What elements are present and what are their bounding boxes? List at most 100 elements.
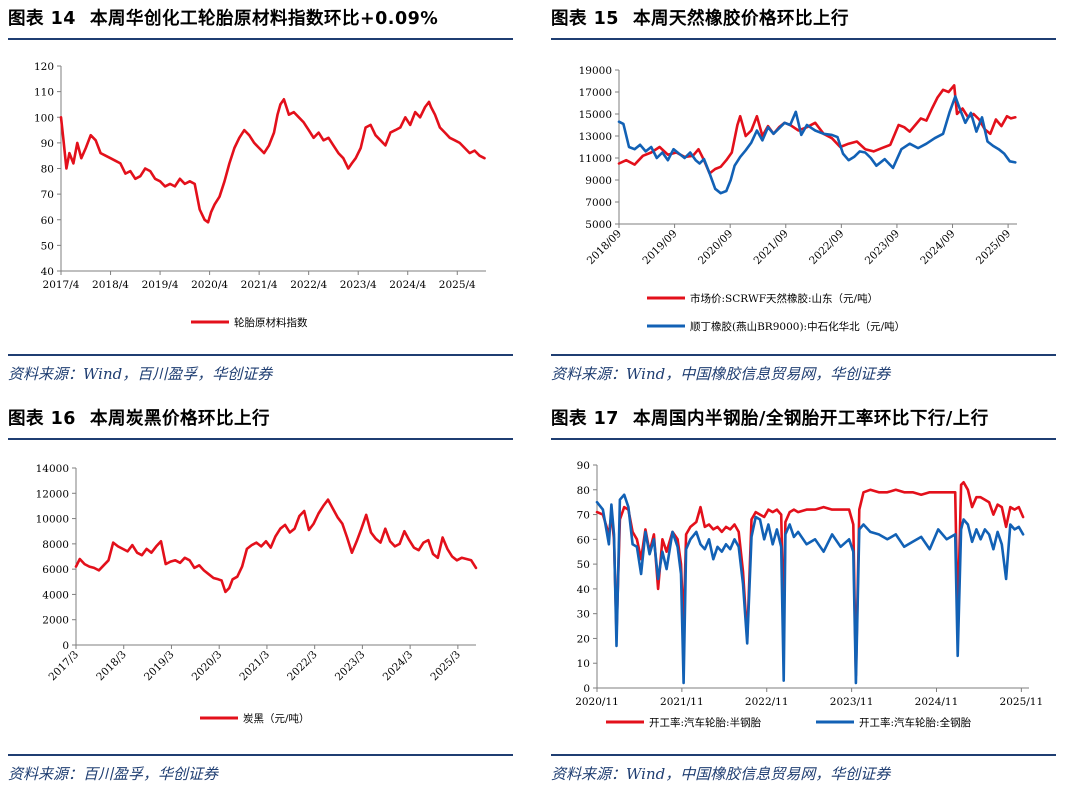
- figure-title: 图表 14 本周华创化工轮胎原材料指数环比+0.09%: [8, 2, 513, 36]
- series-line: [617, 95, 1017, 195]
- title-rule: [8, 438, 513, 440]
- x-tick-label: 2024/09: [918, 228, 957, 267]
- source-note: 资料来源：Wind，中国橡胶信息贸易网，华创证券: [551, 365, 891, 383]
- y-tick-label: 70: [41, 189, 54, 201]
- figure-number: 图表 17: [551, 409, 619, 429]
- source-rule: [551, 354, 1056, 356]
- y-tick-label: 100: [34, 112, 54, 124]
- x-tick-label: 2021/09: [752, 228, 791, 267]
- legend-label: 市场价:SCRWF天然橡胶:山东（元/吨）: [690, 292, 878, 305]
- x-tick-label: 2020/11: [575, 696, 619, 708]
- panel-figure-17: 图表 17 本周国内半钢胎/全钢胎开工率环比下行/上行 0 10 20 30 40 50 60…: [551, 400, 1056, 787]
- title-rule: [8, 38, 513, 40]
- legend-label: 开工率:汽车轮胎:半钢胎: [649, 716, 762, 729]
- y-tick-label: 14000: [36, 463, 69, 475]
- figure-title: 图表 17 本周国内半钢胎/全钢胎开工率环比下行/上行: [551, 402, 1056, 436]
- legend-label: 炭黑（元/吨）: [243, 712, 310, 725]
- series-line: [59, 98, 486, 224]
- title-rule: [551, 38, 1056, 40]
- chart-tire-operating-rate: 0 10 20 30 40 50 60 70 80 90 2020/11 2021/11 2022/11…: [575, 460, 1044, 729]
- x-tick-label: 2022/4: [290, 279, 327, 291]
- y-tick-label: 13000: [579, 131, 612, 143]
- figure-title: 图表 16 本周炭黑价格环比上行: [8, 402, 513, 436]
- figure-title-text: 本周天然橡胶价格环比上行: [632, 9, 849, 29]
- source-note: 资料来源：百川盈孚，华创证券: [8, 765, 219, 783]
- y-tick-label: 10: [577, 658, 590, 670]
- y-tick-label: 80: [577, 485, 590, 497]
- x-tick-label: 2025/09: [974, 228, 1013, 267]
- y-tick-label: 60: [41, 215, 54, 227]
- x-tick-label: 2023/4: [340, 279, 377, 291]
- y-tick-label: 90: [41, 138, 54, 150]
- figure-title: 图表 15 本周天然橡胶价格环比上行: [551, 2, 1056, 36]
- y-tick-label: 30: [577, 609, 590, 621]
- x-tick-label: 2019/4: [142, 279, 179, 291]
- figure-number: 图表 14: [8, 9, 76, 29]
- series-line: [74, 498, 478, 594]
- source-note: 资料来源：Wind，百川盈孚，华创证券: [8, 365, 273, 383]
- x-tick-label: 2018/4: [92, 279, 129, 291]
- y-tick-label: 9000: [585, 175, 612, 187]
- y-tick-label: 5000: [585, 219, 612, 231]
- y-tick-label: 40: [41, 266, 54, 278]
- source-rule: [551, 754, 1056, 756]
- x-tick-label: 2017/4: [43, 279, 80, 291]
- x-tick-label: 2019/3: [142, 649, 177, 684]
- y-tick-label: 17000: [579, 87, 612, 99]
- panel-figure-14: 图表 14 本周华创化工轮胎原材料指数环比+0.09% 40 50 60 70 80 90 1…: [8, 0, 513, 400]
- panel-figure-15: 图表 15 本周天然橡胶价格环比上行 5000 7000 9000 11000 13000…: [551, 0, 1056, 400]
- panel-figure-16: 图表 16 本周炭黑价格环比上行 0 2000 4000 6000 8000 10000 12…: [8, 400, 513, 787]
- y-tick-label: 6000: [42, 564, 69, 576]
- x-tick-label: 2018/3: [94, 649, 129, 684]
- y-tick-label: 19000: [579, 65, 612, 77]
- x-tick-label: 2024/11: [915, 696, 959, 708]
- x-tick-label: 2022/11: [745, 696, 789, 708]
- legend-label: 开工率:汽车轮胎:全钢胎: [859, 716, 972, 729]
- series-line: [595, 493, 1025, 685]
- x-tick-label: 2022/09: [807, 228, 846, 267]
- title-rule: [551, 438, 1056, 440]
- y-tick-label: 40: [577, 584, 590, 596]
- x-tick-label: 2024/4: [389, 279, 426, 291]
- x-tick-label: 2023/09: [863, 228, 902, 267]
- x-tick-label: 2019/09: [640, 228, 679, 267]
- y-tick-label: 60: [577, 534, 590, 546]
- x-tick-label: 2021/11: [660, 696, 704, 708]
- figure-number: 图表 15: [551, 9, 619, 29]
- chart-natural-rubber-price: 5000 7000 9000 11000 13000 15000 17000 19000 201…: [579, 65, 1017, 333]
- x-tick-label: 2023/3: [333, 649, 368, 684]
- source-rule: [8, 754, 513, 756]
- chart-carbon-black-price: 0 2000 4000 6000 8000 10000 12000 14000 2017/3 20…: [36, 463, 478, 725]
- x-tick-label: 2021/4: [241, 279, 278, 291]
- x-tick-label: 2024/3: [381, 649, 416, 684]
- y-tick-label: 90: [577, 460, 590, 472]
- x-tick-label: 2018/09: [585, 228, 624, 267]
- y-tick-label: 120: [34, 61, 54, 73]
- x-tick-label: 2020/4: [191, 279, 228, 291]
- x-tick-label: 2021/3: [237, 649, 272, 684]
- y-tick-label: 4000: [42, 589, 69, 601]
- y-tick-label: 8000: [42, 539, 69, 551]
- source-note: 资料来源：Wind，中国橡胶信息贸易网，华创证券: [551, 765, 891, 783]
- figure-title-text: 本周国内半钢胎/全钢胎开工率环比下行/上行: [632, 409, 989, 429]
- y-tick-label: 50: [577, 559, 590, 571]
- figure-number: 图表 16: [8, 409, 76, 429]
- legend-label: 轮胎原材料指数: [234, 316, 308, 329]
- figure-title-text: 本周炭黑价格环比上行: [89, 409, 270, 429]
- y-tick-label: 15000: [579, 109, 612, 121]
- y-tick-label: 110: [34, 87, 54, 99]
- y-tick-label: 50: [41, 240, 54, 252]
- x-tick-label: 2023/11: [830, 696, 874, 708]
- y-tick-label: 7000: [585, 197, 612, 209]
- figure-title-text: 本周华创化工轮胎原材料指数环比+0.09%: [89, 9, 439, 29]
- y-tick-label: 0: [583, 683, 590, 695]
- y-tick-label: 80: [41, 164, 54, 176]
- legend-label: 顺丁橡胶(燕山BR9000):中石化华北（元/吨）: [690, 320, 905, 333]
- y-tick-label: 20: [577, 633, 590, 645]
- y-tick-label: 10000: [36, 514, 69, 526]
- x-tick-label: 2025/4: [439, 279, 476, 291]
- x-tick-label: 2020/09: [696, 228, 735, 267]
- x-tick-label: 2025/11: [1000, 696, 1044, 708]
- chart-rubber-index: 40 50 60 70 80 90 100 110 120 2017/4 2018/4 2019/4 2…: [34, 61, 486, 329]
- y-tick-label: 0: [62, 640, 69, 652]
